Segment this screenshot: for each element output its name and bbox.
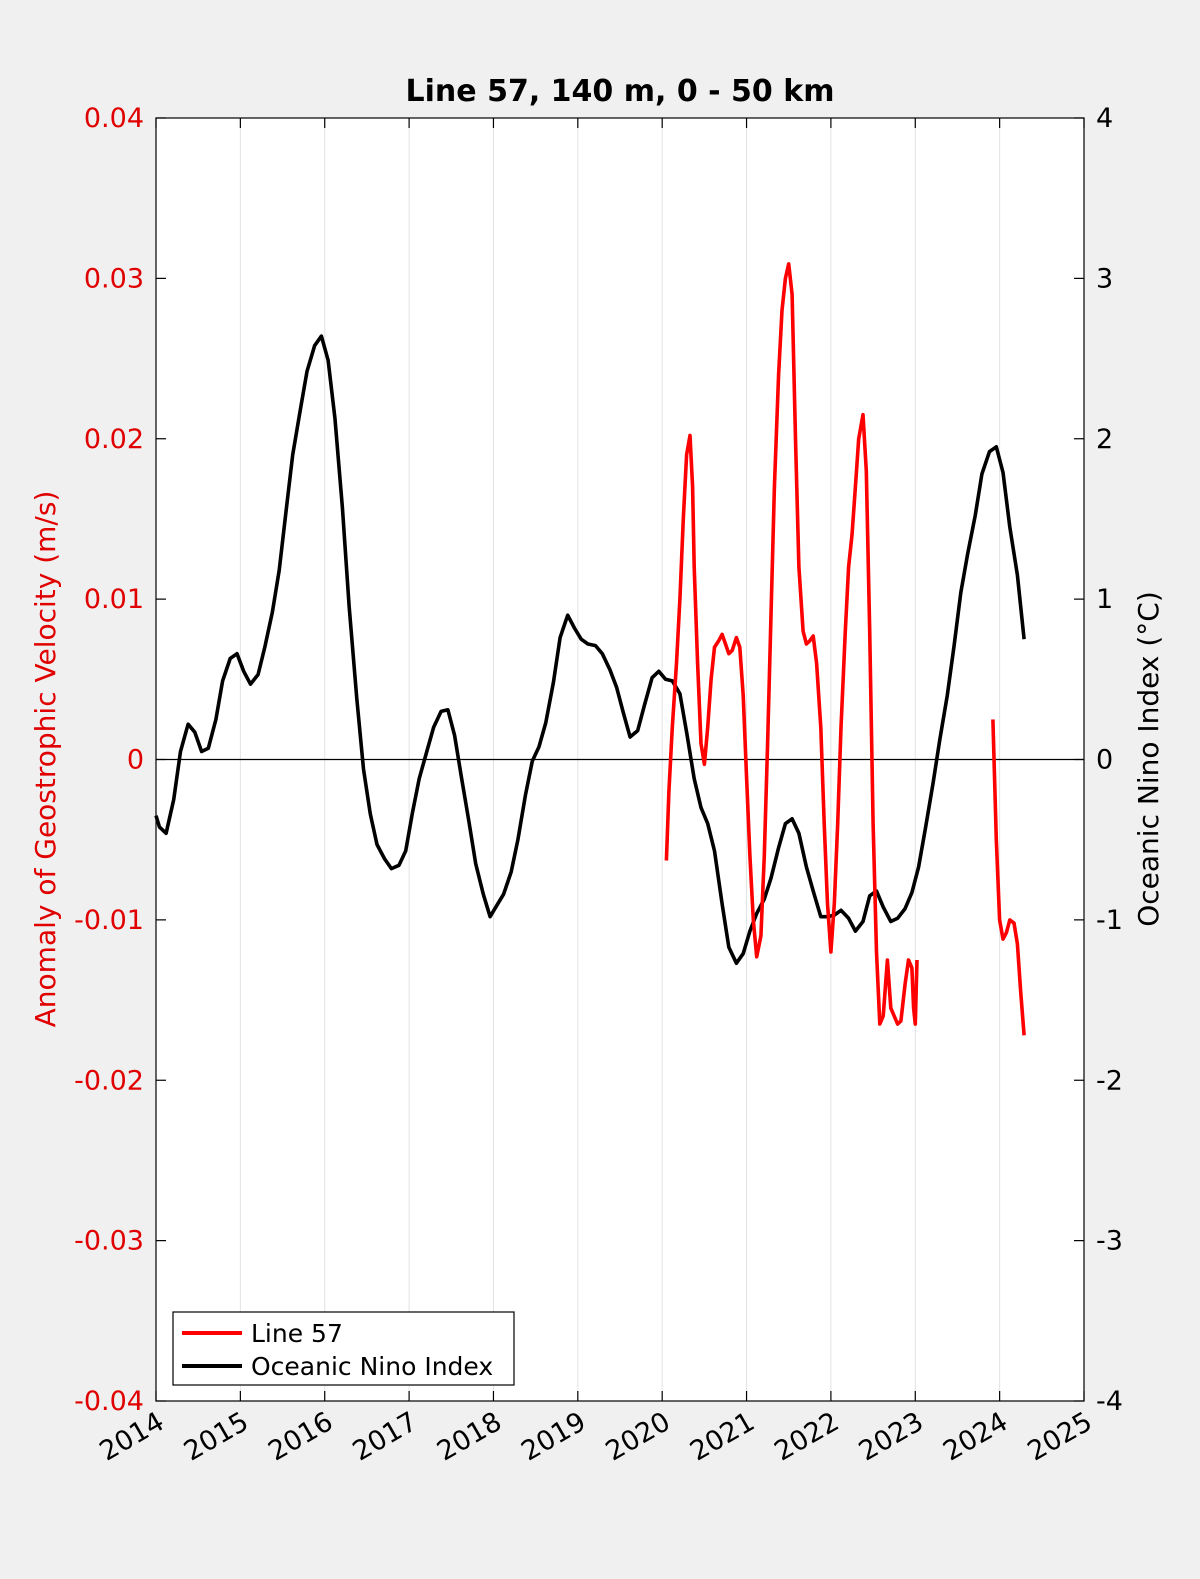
x-tick-label: 2022 xyxy=(769,1406,844,1467)
left-tick-label: 0.01 xyxy=(84,584,144,615)
left-tick-label: -0.01 xyxy=(74,905,144,936)
legend: Line 57 Oceanic Nino Index xyxy=(172,1311,515,1386)
left-tick-label: -0.02 xyxy=(74,1065,144,1096)
right-axis-label: Oceanic Nino Index (°C) xyxy=(1132,591,1165,927)
right-tick-label: -1 xyxy=(1096,905,1123,936)
left-tick-label: -0.04 xyxy=(74,1386,144,1417)
right-tick-label: -4 xyxy=(1096,1386,1123,1417)
series-line-oni xyxy=(154,334,1026,965)
left-tick-label: 0 xyxy=(127,745,144,776)
left-axis: -0.04 -0.03 -0.02 -0.01 0 0.01 0.02 0.03 0.04 xyxy=(74,103,166,1417)
x-tick-label: 2021 xyxy=(685,1406,760,1467)
left-tick-label: 0.02 xyxy=(84,424,144,455)
x-tick-label: 2016 xyxy=(263,1406,338,1467)
right-tick-label: -3 xyxy=(1096,1226,1123,1257)
right-tick-label: -2 xyxy=(1096,1065,1123,1096)
x-tick-label: 2017 xyxy=(348,1406,423,1467)
left-tick-label: 0.03 xyxy=(84,263,144,294)
right-axis: -4 -3 -2 -1 0 1 2 3 4 xyxy=(1074,103,1123,1417)
series-line-line57 xyxy=(664,262,919,1026)
x-tick-label: 2023 xyxy=(854,1406,929,1467)
legend-box xyxy=(172,1311,515,1386)
right-tick-label: 0 xyxy=(1096,745,1113,776)
x-tick-label: 2020 xyxy=(601,1406,676,1467)
right-tick-label: 3 xyxy=(1096,263,1113,294)
series-layer xyxy=(154,262,1026,1036)
right-tick-label: 1 xyxy=(1096,584,1113,615)
chart-title: Line 57, 140 m, 0 - 50 km xyxy=(406,74,835,109)
legend-label-line57: Line 57 xyxy=(251,1319,343,1348)
x-tick-label: 2025 xyxy=(1022,1406,1097,1467)
legend-label-oni: Oceanic Nino Index xyxy=(251,1352,493,1381)
x-tick-label: 2024 xyxy=(938,1406,1013,1467)
x-tick-label: 2015 xyxy=(179,1406,254,1467)
left-tick-label: -0.03 xyxy=(74,1226,144,1257)
series-line-line57 xyxy=(991,719,1026,1036)
left-axis-label: Anomaly of Geostrophic Velocity (m/s) xyxy=(29,491,62,1028)
right-tick-label: 2 xyxy=(1096,424,1113,455)
right-tick-label: 4 xyxy=(1096,103,1113,134)
x-tick-label: 2018 xyxy=(432,1406,507,1467)
x-tick-label: 2019 xyxy=(516,1406,591,1467)
left-tick-label: 0.04 xyxy=(84,103,144,134)
